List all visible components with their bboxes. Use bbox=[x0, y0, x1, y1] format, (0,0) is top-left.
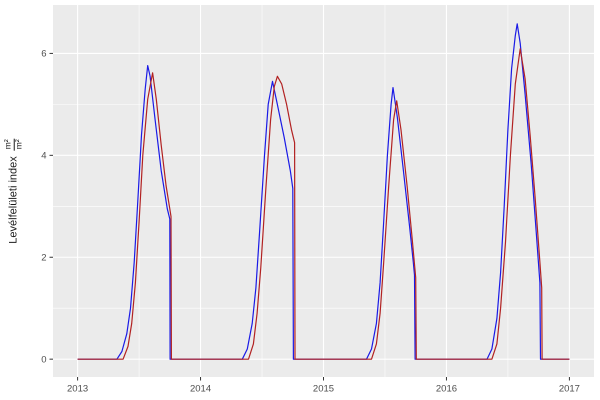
x-tick-label: 2015 bbox=[313, 384, 334, 395]
y-axis-unit-denominator: m² bbox=[13, 139, 24, 150]
y-axis-title-text: Levélfelületi index bbox=[8, 156, 20, 244]
y-tick-label: 0 bbox=[41, 354, 46, 365]
y-tick-label: 6 bbox=[41, 49, 46, 60]
y-axis-unit-fraction: m² m² bbox=[3, 138, 25, 151]
y-tick-label: 4 bbox=[41, 151, 46, 162]
x-tick-label: 2014 bbox=[190, 384, 211, 395]
y-tick-label: 2 bbox=[41, 252, 46, 263]
x-tick-label: 2016 bbox=[436, 384, 457, 395]
y-axis-title: Levélfelületi index m² m² bbox=[3, 138, 25, 244]
x-tick-label: 2017 bbox=[559, 384, 580, 395]
x-tick-label: 2013 bbox=[67, 384, 88, 395]
series-red-line bbox=[77, 48, 570, 360]
